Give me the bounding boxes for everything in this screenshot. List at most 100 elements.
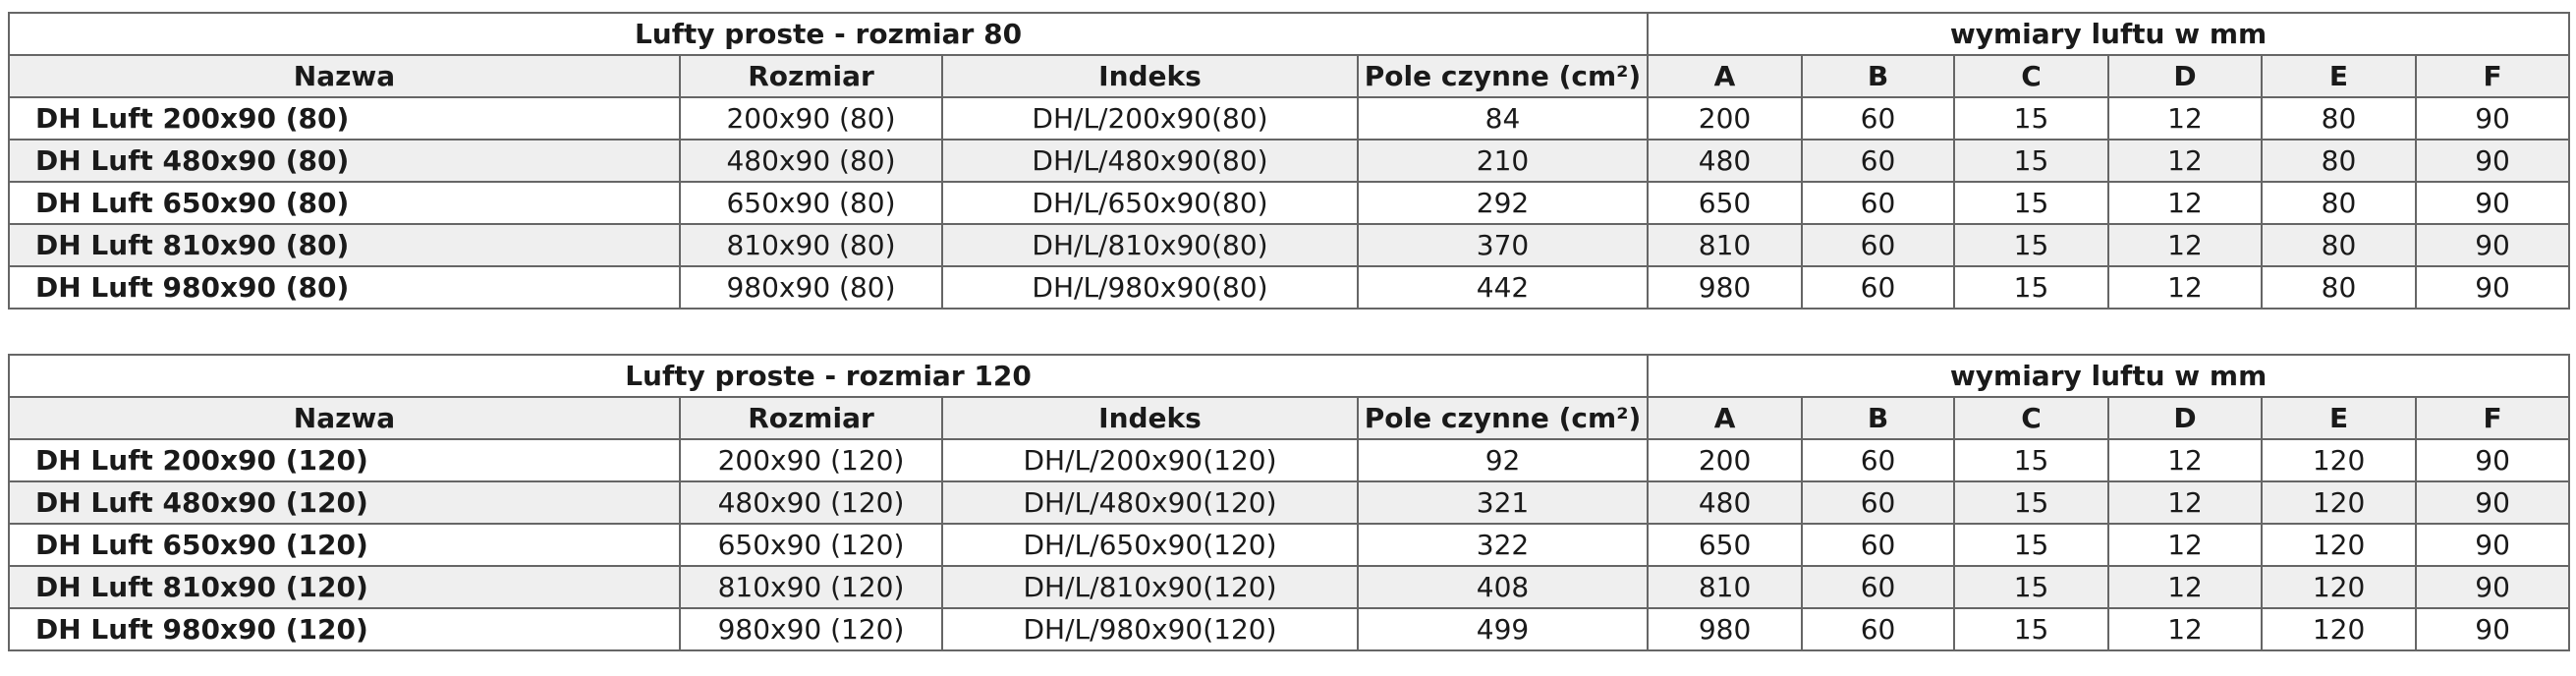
product-name: DH Luft 480x90 (120) xyxy=(8,480,681,525)
cell: 408 xyxy=(1356,565,1650,609)
column-header: Pole czynne (cm²) xyxy=(1356,396,1650,440)
cell: 12 xyxy=(2107,265,2263,310)
cell: 650x90 (120) xyxy=(679,523,943,567)
cell: 90 xyxy=(2415,607,2571,651)
cell: 980 xyxy=(1647,607,1804,651)
cell: 80 xyxy=(2261,139,2417,183)
cell: 650 xyxy=(1647,523,1804,567)
column-header: Nazwa xyxy=(8,396,681,440)
cell: DH/L/650x90(120) xyxy=(941,523,1359,567)
cell: 980x90 (120) xyxy=(679,607,943,651)
table-body: Lufty proste - rozmiar 120 wymiary luftu … xyxy=(7,354,2571,651)
cell: 15 xyxy=(1953,265,2109,310)
cell: 15 xyxy=(1953,438,2110,482)
column-header: B xyxy=(1801,396,1956,440)
table-title: Lufty proste - rozmiar 80 xyxy=(8,12,1649,56)
cell: 60 xyxy=(1801,265,1955,310)
cell: 200x90 (120) xyxy=(679,438,943,482)
column-header: E xyxy=(2261,396,2418,440)
cell: 15 xyxy=(1953,96,2109,141)
table-body: Lufty proste - rozmiar 80 wymiary luftu w… xyxy=(8,12,2571,310)
cell: 92 xyxy=(1356,438,1650,482)
cell: 200 xyxy=(1647,96,1803,141)
cell: 60 xyxy=(1801,438,1956,482)
cell: 12 xyxy=(2107,523,2264,567)
cell: 90 xyxy=(2414,223,2571,267)
cell: DH/L/480x90(80) xyxy=(941,139,1359,183)
cell: 499 xyxy=(1356,607,1650,651)
cell: 90 xyxy=(2414,181,2571,225)
cell: DH/L/200x90(80) xyxy=(941,96,1359,141)
column-header: A xyxy=(1647,396,1804,440)
data-row: DH Luft 810x90 (120) 810x90 (120) DH/L/810… xyxy=(8,565,2571,609)
column-header: B xyxy=(1801,54,1955,98)
cell: 15 xyxy=(1953,480,2110,525)
cell: 80 xyxy=(2261,181,2417,225)
cell: 120 xyxy=(2261,438,2418,482)
column-header: Indeks xyxy=(941,396,1359,440)
cell: 442 xyxy=(1357,265,1649,310)
cell: 15 xyxy=(1953,607,2110,651)
product-name: DH Luft 980x90 (80) xyxy=(8,265,681,310)
cell: 292 xyxy=(1357,181,1649,225)
cell: 810x90 (120) xyxy=(679,565,943,609)
table-title: Lufty proste - rozmiar 120 xyxy=(7,354,1650,398)
data-row: DH Luft 650x90 (120) 650x90 (120) DH/L/650… xyxy=(8,523,2571,567)
data-row: DH Luft 980x90 (120) 980x90 (120) DH/L/980… xyxy=(8,607,2571,651)
cell: 810 xyxy=(1647,223,1803,267)
cell: 12 xyxy=(2107,607,2264,651)
cell: 12 xyxy=(2107,480,2264,525)
cell: 12 xyxy=(2107,139,2263,183)
column-header: D xyxy=(2107,54,2263,98)
cell: 15 xyxy=(1953,223,2109,267)
data-row: DH Luft 980x90 (80) 980x90 (80) DH/L/980x9… xyxy=(8,265,2571,310)
column-header: Rozmiar xyxy=(679,396,943,440)
cell: 90 xyxy=(2415,523,2571,567)
cell: 120 xyxy=(2261,607,2418,651)
cell: DH/L/200x90(120) xyxy=(941,438,1359,482)
cell: 650 xyxy=(1647,181,1803,225)
column-header: E xyxy=(2261,54,2417,98)
cell: 15 xyxy=(1953,181,2109,225)
column-header: Pole czynne (cm²) xyxy=(1357,54,1649,98)
column-header: D xyxy=(2107,396,2264,440)
cell: 60 xyxy=(1801,223,1955,267)
cell: 120 xyxy=(2261,523,2418,567)
cell: 480x90 (80) xyxy=(679,139,943,183)
cell: 60 xyxy=(1801,565,1956,609)
dims-title: wymiary luftu w mm xyxy=(1647,354,2571,398)
cell: 60 xyxy=(1801,96,1955,141)
group-header-row: Lufty proste - rozmiar 80 wymiary luftu w… xyxy=(8,12,2571,56)
dims-title: wymiary luftu w mm xyxy=(1646,12,2571,56)
cell: 12 xyxy=(2107,565,2264,609)
cell: 60 xyxy=(1801,181,1955,225)
cell: DH/L/810x90(80) xyxy=(941,223,1359,267)
cell: 80 xyxy=(2261,223,2417,267)
column-header: F xyxy=(2415,396,2571,440)
cell: 90 xyxy=(2414,265,2571,310)
cell: 60 xyxy=(1801,523,1956,567)
cell: 90 xyxy=(2414,139,2571,183)
cell: 322 xyxy=(1356,523,1650,567)
cell: DH/L/980x90(120) xyxy=(941,607,1359,651)
product-name: DH Luft 650x90 (80) xyxy=(8,181,681,225)
data-row: DH Luft 200x90 (120) 200x90 (120) DH/L/200… xyxy=(8,438,2571,482)
spec-table: Lufty proste - rozmiar 120 wymiary luftu … xyxy=(7,354,2571,651)
data-row: DH Luft 200x90 (80) 200x90 (80) DH/L/200x9… xyxy=(8,96,2571,141)
cell: 480x90 (120) xyxy=(679,480,943,525)
product-name: DH Luft 480x90 (80) xyxy=(8,139,681,183)
product-name: DH Luft 980x90 (120) xyxy=(8,607,681,651)
column-header: C xyxy=(1953,54,2109,98)
cell: 810 xyxy=(1647,565,1804,609)
cell: 15 xyxy=(1953,565,2110,609)
cell: 90 xyxy=(2414,96,2571,141)
product-name: DH Luft 810x90 (80) xyxy=(8,223,681,267)
product-name: DH Luft 650x90 (120) xyxy=(8,523,681,567)
cell: DH/L/480x90(120) xyxy=(941,480,1359,525)
cell: 810x90 (80) xyxy=(679,223,943,267)
cell: 12 xyxy=(2107,223,2263,267)
column-header: A xyxy=(1647,54,1803,98)
header-row: Nazwa Rozmiar Indeks Pole czynne (cm²) A B C D E… xyxy=(8,396,2571,440)
cell: 60 xyxy=(1801,607,1956,651)
column-header: Indeks xyxy=(941,54,1359,98)
